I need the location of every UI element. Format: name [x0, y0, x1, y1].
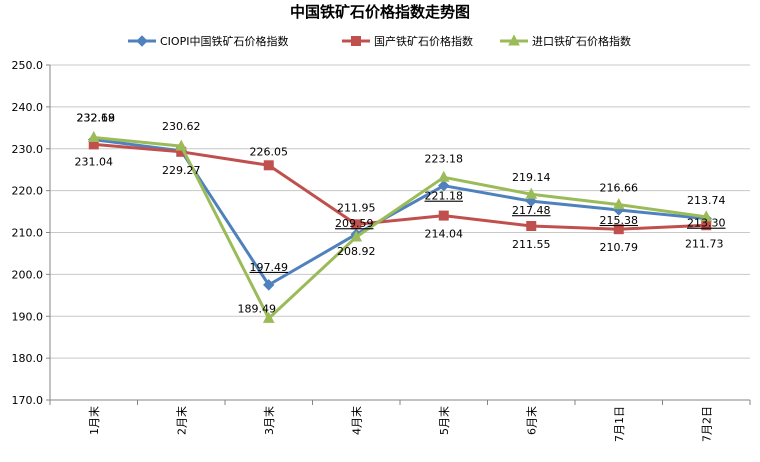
y-tick-label: 210.0 — [12, 227, 44, 240]
legend-item: 进口铁矿石价格指数 — [500, 34, 631, 48]
data-label: 213.74 — [687, 194, 726, 207]
data-point — [351, 219, 362, 230]
data-label: 221.18 — [425, 190, 464, 203]
data-point — [438, 179, 450, 192]
legend-item: 国产铁矿石价格指数 — [342, 34, 473, 48]
series-2 — [88, 139, 712, 235]
legend-marker — [351, 36, 361, 46]
x-tick-label: 5月末 — [437, 406, 451, 435]
data-label: 210.79 — [600, 241, 639, 254]
data-point — [263, 279, 275, 291]
series-1 — [88, 133, 712, 291]
series-layer — [87, 130, 713, 323]
chart-legend: CIOPI中国铁矿石价格指数 国产铁矿石价格指数 进口铁矿石价格指数 — [128, 34, 631, 48]
data-point — [437, 170, 450, 182]
data-label: 209.59 — [335, 217, 374, 230]
axes: 170.0 180.0 190.0 200.0 210.0 220.0 230.0 240.0… — [12, 59, 751, 442]
y-tick-label: 230.0 — [12, 143, 44, 156]
legend-label: CIOPI中国铁矿石价格指数 — [160, 34, 288, 48]
data-point — [262, 311, 275, 323]
data-label: 231.04 — [75, 155, 114, 168]
data-label: 217.48 — [512, 204, 551, 217]
data-point — [700, 210, 713, 222]
data-label: 223.18 — [425, 152, 464, 165]
x-tick-label: 4月末 — [349, 406, 363, 435]
data-point — [175, 139, 188, 151]
x-tick-label: 7月2日 — [700, 406, 713, 442]
data-label: 216.66 — [600, 182, 639, 195]
data-label: 229.27 — [162, 164, 201, 177]
y-tick-label: 180.0 — [12, 352, 44, 365]
y-tick-label: 190.0 — [12, 310, 44, 323]
legend-marker — [508, 34, 520, 46]
series-line — [93, 142, 707, 231]
data-label: 211.73 — [685, 237, 724, 250]
data-label: 230.62 — [162, 120, 201, 133]
x-tick-label: 1月末 — [87, 406, 101, 435]
y-tick-label: 220.0 — [12, 185, 44, 198]
series-3 — [87, 130, 713, 323]
data-label: 226.05 — [250, 145, 289, 158]
data-point — [613, 224, 624, 235]
legend-label: 国产铁矿石价格指数 — [374, 34, 473, 48]
data-label: 197.49 — [250, 261, 289, 274]
chart-title: 中国铁矿石价格指数走势图 — [290, 3, 470, 21]
data-label: 215.38 — [600, 214, 639, 227]
y-tick-label: 170.0 — [12, 394, 44, 407]
y-tick-label: 200.0 — [12, 268, 44, 281]
legend-item: CIOPI中国铁矿石价格指数 — [128, 34, 288, 48]
x-tick-label: 2月末 — [174, 406, 188, 435]
data-point — [612, 198, 625, 210]
data-label: 232.69 — [77, 111, 116, 124]
data-label: 213.30 — [687, 217, 726, 230]
x-tick-label: 3月末 — [262, 406, 276, 435]
series-line — [93, 135, 707, 320]
data-labels: 232.18 197.49 209.59 221.18 217.48 215.38 213.… — [75, 111, 726, 315]
data-point — [263, 160, 274, 171]
data-label: 219.14 — [512, 171, 551, 184]
x-tick-label: 7月1日 — [613, 406, 626, 442]
series-line — [93, 138, 707, 287]
data-point — [87, 130, 100, 142]
x-tick-label: 6月末 — [524, 406, 538, 435]
data-point — [525, 187, 538, 199]
legend-marker — [136, 35, 148, 47]
y-tick-label: 250.0 — [12, 59, 44, 72]
y-tick-label: 240.0 — [12, 101, 44, 114]
data-label: 214.04 — [425, 228, 464, 241]
data-label: 208.92 — [337, 245, 376, 258]
data-label: 211.95 — [337, 201, 376, 214]
data-point — [438, 210, 449, 221]
data-point — [526, 221, 537, 232]
data-label: 211.55 — [512, 238, 551, 251]
legend-label: 进口铁矿石价格指数 — [532, 34, 631, 48]
data-label: 189.49 — [238, 302, 277, 315]
data-point — [350, 230, 363, 242]
data-label: 232.18 — [77, 112, 116, 125]
